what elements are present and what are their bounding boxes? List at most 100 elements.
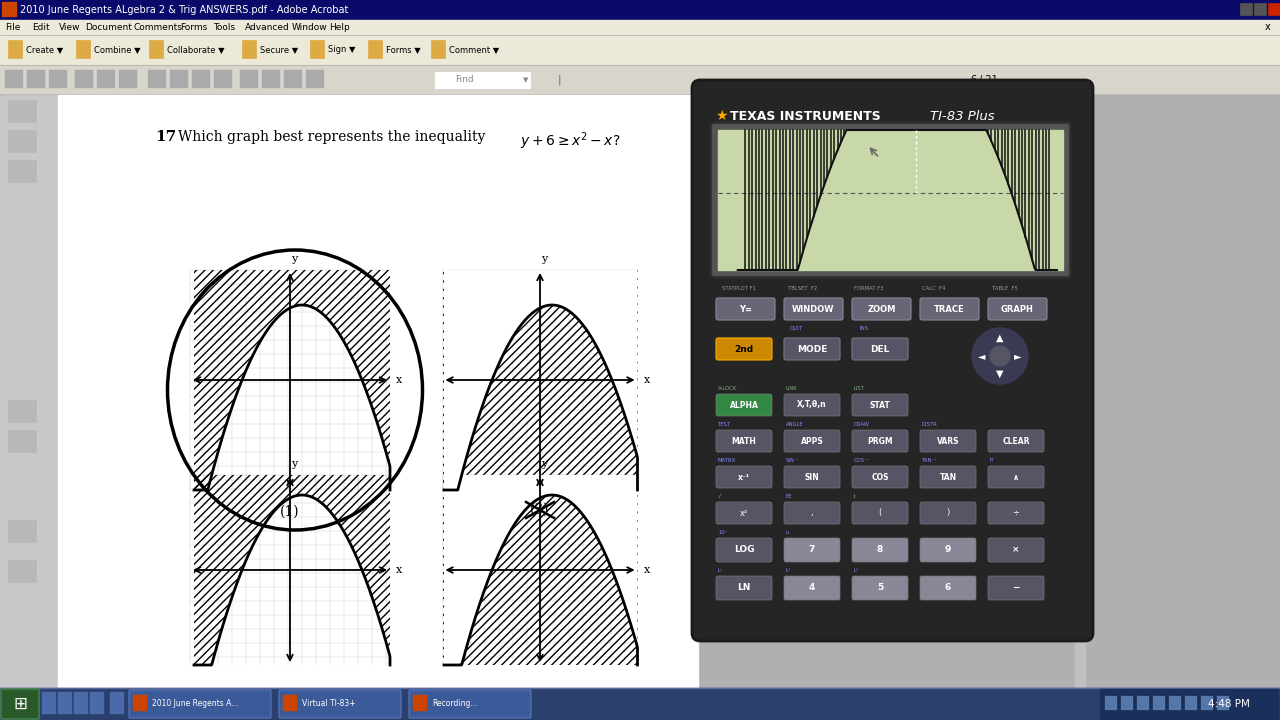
- FancyBboxPatch shape: [988, 502, 1044, 524]
- Bar: [431, 40, 445, 58]
- Text: Forms ▼: Forms ▼: [387, 45, 421, 55]
- FancyBboxPatch shape: [783, 394, 840, 416]
- Bar: [76, 70, 93, 88]
- FancyBboxPatch shape: [692, 80, 1093, 641]
- Text: |: |: [558, 75, 562, 85]
- Text: Combine ▼: Combine ▼: [93, 45, 141, 55]
- Text: ⊞: ⊞: [13, 695, 27, 713]
- Text: Forms: Forms: [180, 22, 207, 32]
- Text: TI-83 Plus: TI-83 Plus: [931, 109, 995, 122]
- Bar: [0, 95, 1280, 690]
- Bar: [1075, 95, 1085, 690]
- Text: (: (: [878, 508, 882, 518]
- FancyBboxPatch shape: [716, 538, 772, 562]
- Text: Advanced: Advanced: [244, 22, 289, 32]
- Text: x: x: [644, 565, 650, 575]
- FancyBboxPatch shape: [920, 502, 977, 524]
- Text: Virtual TI-83+: Virtual TI-83+: [302, 700, 356, 708]
- Text: Secure ▼: Secure ▼: [260, 45, 298, 55]
- Text: ZOOM: ZOOM: [868, 305, 896, 313]
- Bar: [1185, 696, 1197, 710]
- Text: TAN⁻¹: TAN⁻¹: [922, 458, 937, 463]
- Text: Sign ▼: Sign ▼: [328, 45, 356, 55]
- Bar: [8, 560, 36, 582]
- FancyBboxPatch shape: [920, 576, 977, 600]
- Text: ANGLE: ANGLE: [786, 422, 804, 427]
- Bar: [1169, 696, 1181, 710]
- Text: A-LOCK: A-LOCK: [718, 386, 737, 391]
- Text: TBLSET  F2: TBLSET F2: [788, 286, 817, 290]
- Bar: [306, 70, 324, 88]
- Text: Window: Window: [292, 22, 328, 32]
- Text: Find: Find: [454, 76, 474, 84]
- Bar: [27, 70, 45, 88]
- Text: L⁶: L⁶: [854, 568, 859, 573]
- Bar: [74, 692, 88, 714]
- Text: y: y: [291, 459, 297, 469]
- Text: ALPHA: ALPHA: [730, 400, 759, 410]
- Bar: [0, 65, 1280, 93]
- Circle shape: [972, 328, 1028, 384]
- Text: PRGM: PRGM: [867, 436, 893, 446]
- Bar: [8, 100, 36, 122]
- Text: Comment ▼: Comment ▼: [449, 45, 499, 55]
- Text: LN: LN: [737, 583, 750, 593]
- FancyBboxPatch shape: [716, 394, 772, 416]
- Bar: [49, 70, 67, 88]
- FancyBboxPatch shape: [852, 576, 908, 600]
- Text: Edit: Edit: [32, 22, 50, 32]
- FancyBboxPatch shape: [852, 502, 908, 524]
- Bar: [0, 688, 1280, 720]
- Text: GRAPH: GRAPH: [1001, 305, 1034, 313]
- FancyBboxPatch shape: [920, 298, 979, 320]
- Text: WINDOW: WINDOW: [792, 305, 835, 313]
- Text: VARS: VARS: [937, 436, 959, 446]
- Text: MATRX: MATRX: [718, 458, 736, 463]
- Bar: [110, 692, 124, 714]
- Text: TABLE  F5: TABLE F5: [992, 286, 1018, 290]
- Text: x²: x²: [740, 508, 748, 518]
- Text: x: x: [1265, 22, 1270, 32]
- Text: x: x: [644, 375, 650, 385]
- FancyBboxPatch shape: [920, 466, 977, 488]
- Bar: [1254, 3, 1266, 15]
- Bar: [0, 0, 1280, 20]
- Bar: [8, 430, 36, 452]
- Bar: [148, 70, 166, 88]
- FancyBboxPatch shape: [783, 430, 840, 452]
- Bar: [284, 70, 302, 88]
- Text: CALC  F4: CALC F4: [922, 286, 946, 290]
- Bar: [413, 695, 428, 711]
- FancyBboxPatch shape: [783, 576, 840, 600]
- FancyBboxPatch shape: [852, 298, 911, 320]
- FancyBboxPatch shape: [783, 466, 840, 488]
- Text: 4:48 PM: 4:48 PM: [1208, 699, 1251, 709]
- Text: DISTR: DISTR: [922, 422, 938, 427]
- Text: y: y: [291, 254, 297, 264]
- Bar: [1121, 696, 1133, 710]
- Text: INS: INS: [860, 326, 869, 331]
- FancyBboxPatch shape: [988, 466, 1044, 488]
- Bar: [133, 695, 147, 711]
- Text: ►: ►: [1014, 351, 1021, 361]
- Bar: [0, 35, 1280, 65]
- Bar: [97, 70, 115, 88]
- Text: Y=: Y=: [739, 305, 753, 313]
- FancyBboxPatch shape: [783, 502, 840, 524]
- Bar: [1100, 689, 1277, 719]
- Text: LIST: LIST: [854, 386, 865, 391]
- Text: Document: Document: [86, 22, 132, 32]
- FancyBboxPatch shape: [988, 538, 1044, 562]
- Text: DEL: DEL: [870, 344, 890, 354]
- FancyBboxPatch shape: [988, 298, 1047, 320]
- Text: View: View: [59, 22, 81, 32]
- Text: (1): (1): [280, 505, 300, 519]
- Bar: [148, 40, 163, 58]
- Text: Which graph best represents the inequality: Which graph best represents the inequali…: [178, 130, 490, 144]
- Polygon shape: [444, 475, 637, 665]
- Text: APPS: APPS: [800, 436, 823, 446]
- Text: y: y: [541, 459, 547, 469]
- Text: x: x: [396, 375, 402, 385]
- Bar: [1105, 696, 1117, 710]
- Text: COS: COS: [872, 472, 888, 482]
